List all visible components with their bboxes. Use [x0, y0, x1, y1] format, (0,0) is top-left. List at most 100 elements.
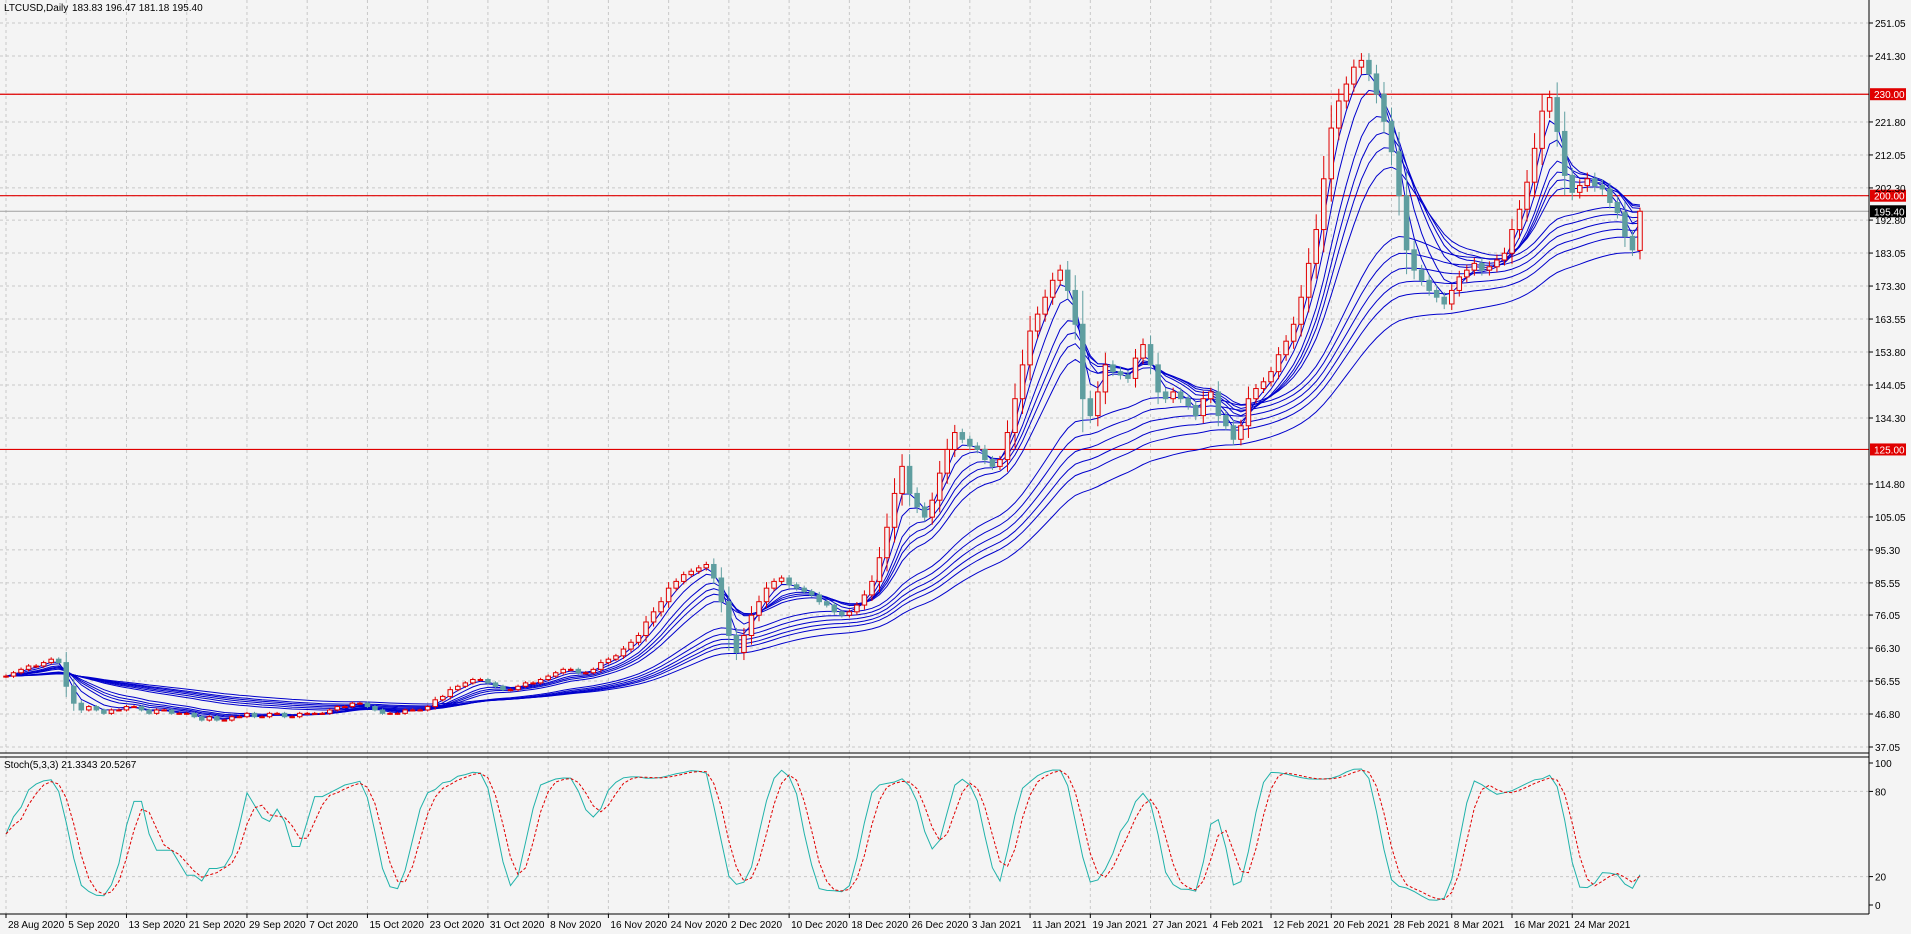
candle-body — [598, 662, 604, 670]
candle-body — [567, 668, 574, 671]
price-tick-label: 153.80 — [1875, 348, 1906, 359]
candle-body — [1614, 201, 1621, 214]
candle-body — [334, 706, 341, 711]
time-tick-label: 11 Jan 2021 — [1032, 920, 1087, 931]
price-tick-label: 144.05 — [1875, 381, 1906, 392]
candle-body — [929, 499, 935, 518]
candle-body — [1064, 269, 1071, 291]
candle-body — [552, 672, 559, 677]
candle-body — [319, 712, 326, 715]
candle-body — [1238, 425, 1244, 440]
time-tick-label: 15 Oct 2020 — [369, 920, 424, 931]
candle-body — [756, 601, 762, 616]
candle-body — [1433, 289, 1440, 298]
stoch-tick-label: 20 — [1875, 873, 1887, 884]
candle-body — [183, 712, 190, 715]
stoch-tick-label: 80 — [1875, 787, 1887, 798]
candle-body — [168, 709, 175, 714]
candle-body — [695, 567, 702, 572]
candle-body — [1561, 130, 1568, 176]
candle-body — [1577, 185, 1583, 193]
candle-body — [244, 712, 250, 718]
time-tick-label: 12 Feb 2021 — [1273, 920, 1330, 931]
price-tick-label: 105.05 — [1875, 513, 1906, 524]
candle-body — [1343, 83, 1350, 102]
candle-body — [3, 675, 9, 678]
candle-body — [1607, 188, 1613, 203]
time-tick-label: 26 Dec 2020 — [912, 920, 969, 931]
candle-body — [1117, 371, 1124, 376]
candle-body — [726, 601, 732, 637]
candle-body — [733, 635, 740, 653]
candle-body — [628, 641, 634, 650]
candle-body — [206, 716, 213, 721]
time-tick-label: 8 Nov 2020 — [550, 920, 602, 931]
candle-body — [1095, 391, 1101, 417]
candle-body — [116, 709, 122, 712]
stochastic-layer — [0, 768, 1869, 901]
price-tick-label: 56.55 — [1875, 677, 1900, 688]
candle-body — [153, 709, 160, 714]
candle-body — [500, 685, 506, 691]
price-tick-label: 85.55 — [1875, 579, 1900, 590]
last-price-tag-bg — [1870, 205, 1906, 218]
candle-body — [1448, 289, 1455, 305]
stoch-main-line — [5, 768, 1641, 901]
candle-body — [304, 712, 310, 715]
candle-body — [33, 665, 39, 668]
grid-layer — [0, 0, 1869, 914]
candle-body — [982, 448, 988, 461]
level-tag-label: 125.00 — [1874, 445, 1905, 456]
candle-body — [1373, 73, 1380, 95]
candle-body — [711, 563, 717, 579]
candle-body — [1501, 252, 1508, 261]
candle-body — [439, 695, 446, 701]
candle-body — [289, 716, 295, 719]
candle-body — [199, 716, 205, 721]
candle-body — [1290, 323, 1297, 342]
candle-body — [1305, 262, 1312, 298]
price-tick-label: 134.30 — [1875, 414, 1906, 425]
ohlc-label: 183.83 196.47 181.18 195.40 — [72, 3, 203, 14]
ema-line-40 — [5, 221, 1641, 709]
candle-body — [1200, 398, 1207, 417]
level-tag-bg — [1870, 443, 1906, 456]
candle-body — [997, 459, 1003, 467]
price-tick-label: 183.05 — [1875, 249, 1906, 260]
candle-body — [455, 685, 461, 691]
candle-body — [342, 706, 348, 709]
candle-body — [1486, 266, 1493, 271]
candle-body — [221, 719, 228, 722]
stoch-tick-label: 0 — [1875, 901, 1881, 912]
candle-body — [25, 665, 32, 670]
candle-body — [462, 682, 469, 687]
candle-body — [869, 580, 875, 596]
time-tick-label: 27 Jan 2021 — [1153, 920, 1208, 931]
candle-body — [18, 668, 24, 674]
ema-line-50 — [5, 236, 1641, 707]
candle-body — [1102, 364, 1109, 393]
time-tick-label: 3 Jan 2021 — [972, 920, 1022, 931]
candle-body — [1426, 279, 1432, 291]
candle-body — [470, 679, 476, 684]
candle-body — [1441, 296, 1447, 305]
candle-body — [1140, 344, 1146, 359]
ema-line-45 — [5, 228, 1641, 708]
candle-body — [1170, 391, 1176, 400]
stoch-tick-label: 100 — [1875, 759, 1892, 770]
time-tick-label: 4 Feb 2021 — [1213, 920, 1264, 931]
candle-body — [409, 709, 416, 712]
candle-body — [1223, 415, 1229, 427]
time-tick-label: 23 Oct 2020 — [430, 920, 485, 931]
candle-body — [229, 716, 235, 721]
candle-body — [432, 699, 438, 708]
candle-body — [236, 716, 243, 719]
candle-body — [590, 668, 597, 674]
time-tick-label: 20 Feb 2021 — [1333, 920, 1390, 931]
axes-layer: 230.00 200.00 125.00 251.05 241.30 221.80 212.… — [5, 19, 1906, 931]
candle-body — [1494, 259, 1500, 268]
time-tick-label: 13 Sep 2020 — [128, 920, 185, 931]
ema-line-35 — [5, 213, 1641, 710]
candle-body — [1230, 425, 1237, 440]
